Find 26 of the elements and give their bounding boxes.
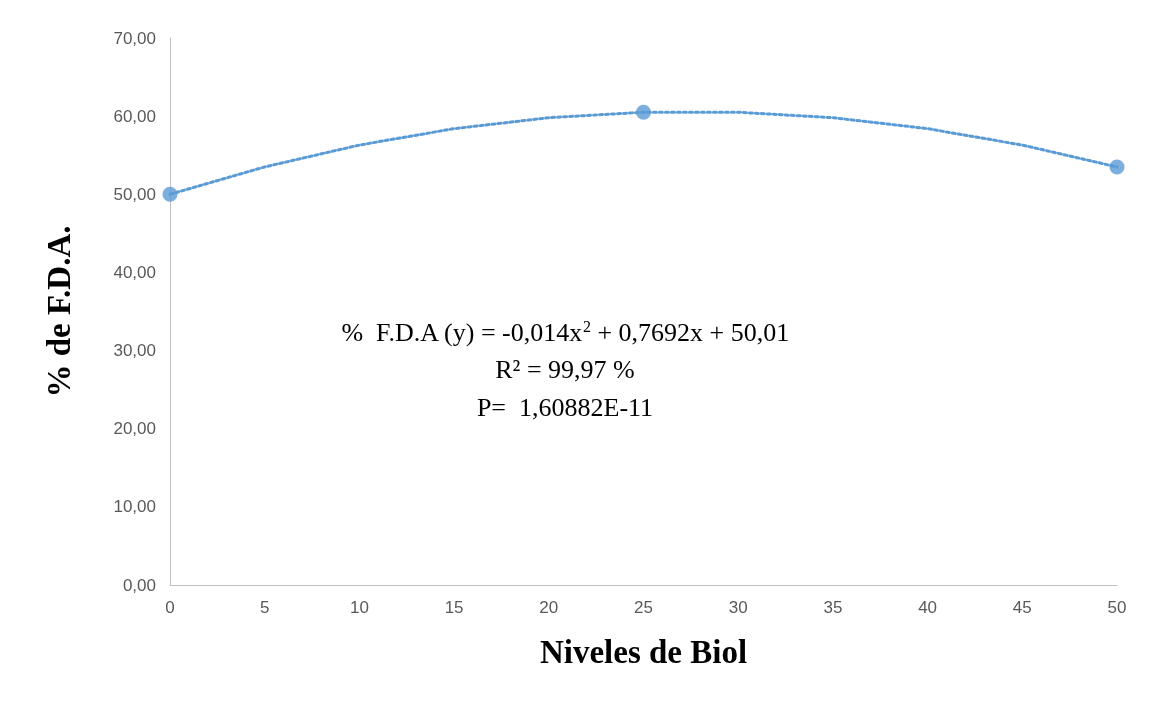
y-tick-label: 50,00	[113, 184, 156, 204]
x-tick-label: 0	[165, 598, 175, 617]
y-tick-label: 30,00	[113, 341, 156, 361]
y-axis-title: % de F.D.A.	[40, 225, 77, 398]
point	[1109, 159, 1125, 175]
x-tick-label: 10	[349, 598, 369, 617]
x-tick-label: 20	[539, 598, 559, 617]
y-tick-label: 60,00	[113, 106, 156, 126]
y-tick-label: 20,00	[113, 419, 156, 439]
point	[636, 104, 651, 120]
x-tick-label: 35	[823, 598, 843, 617]
point	[162, 186, 178, 202]
x-tick-label: 5	[259, 598, 270, 617]
x-tick-label: 50	[1107, 598, 1127, 617]
x-tick-label: 45	[1012, 598, 1032, 617]
x-axis-title: Niveles de Biol	[539, 633, 748, 670]
x-tick-label: 25	[634, 598, 653, 617]
x-tick-label: 30	[728, 598, 748, 617]
y-tick-label: 40,00	[113, 262, 156, 282]
annotation: P= 1,60882E-11	[476, 392, 654, 422]
x-tick-label: 15	[444, 598, 464, 617]
annotation: R² = 99,97 %	[495, 354, 635, 384]
y-tick-label: 0,00	[122, 575, 156, 595]
y-tick-label: 70,00	[113, 28, 156, 48]
y-tick-label: 10,00	[113, 497, 156, 517]
x-tick-label: 40	[918, 598, 938, 617]
